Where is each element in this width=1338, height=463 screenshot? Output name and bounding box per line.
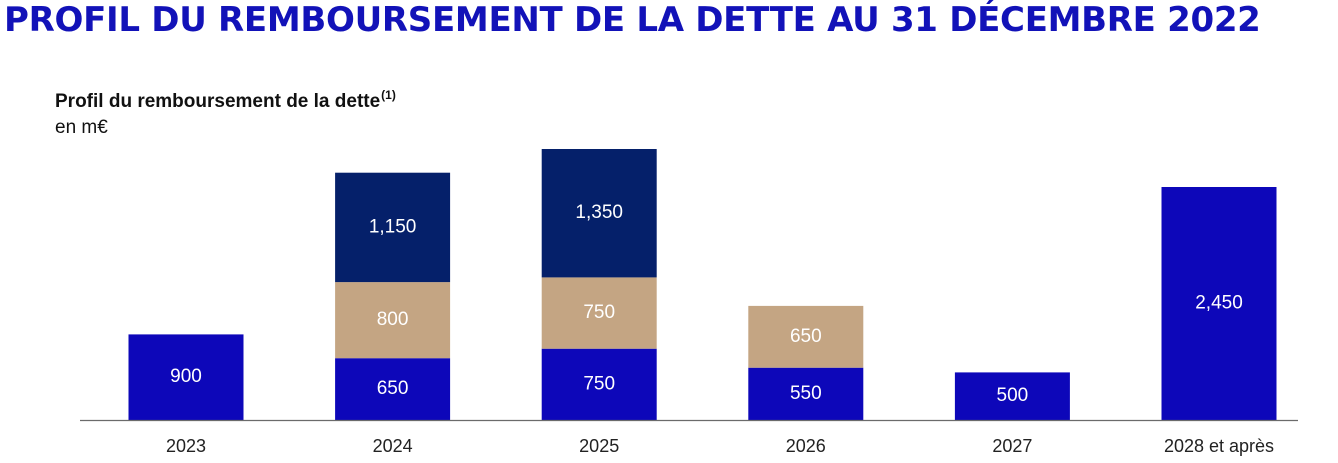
chart-subtitle: Profil du remboursement de la dette(1) [55,88,396,113]
bar-series-1-4 [954,372,1070,420]
bar-series-2-3 [748,305,864,368]
x-tick-label: 2028 et après [1164,436,1274,456]
x-tick-label: 2027 [992,436,1032,456]
bar-series-2-1 [335,282,451,359]
data-label-series-2-3: 650 [790,326,822,347]
data-label-series-2-1: 800 [377,309,409,330]
x-tick-label: 2026 [786,436,826,456]
data-label-series-1-1: 650 [377,378,409,399]
bar-series-1-3 [748,367,864,420]
footnote-marker: (1) [381,88,396,102]
bar-series-1-2 [541,348,657,420]
data-label-series-1-3: 550 [790,383,822,404]
data-label-series-1-4: 500 [997,385,1029,406]
bar-series-2-2 [541,277,657,349]
bar-series-1-1 [335,358,451,420]
x-tick-label: 2023 [166,436,206,456]
bar-series-1-5 [1161,187,1277,420]
bar-series-3-1 [335,172,451,283]
bar-series-1-0 [128,334,244,420]
x-tick-label: 2024 [373,436,413,456]
page-title: PROFIL DU REMBOURSEMENT DE LA DETTE AU 3… [4,0,1261,40]
chart-unit: en m€ [55,117,108,138]
data-label-series-1-0: 900 [170,366,202,387]
data-label-series-3-1: 1,150 [369,216,417,237]
data-label-series-3-2: 1,350 [575,202,623,223]
x-tick-label: 2025 [579,436,619,456]
data-label-series-2-2: 750 [583,302,615,323]
chart-title-text: Profil du remboursement de la dette [55,91,381,112]
data-label-series-1-2: 750 [583,373,615,394]
data-label-series-1-5: 2,450 [1195,293,1243,314]
bar-series-3-2 [541,149,657,278]
